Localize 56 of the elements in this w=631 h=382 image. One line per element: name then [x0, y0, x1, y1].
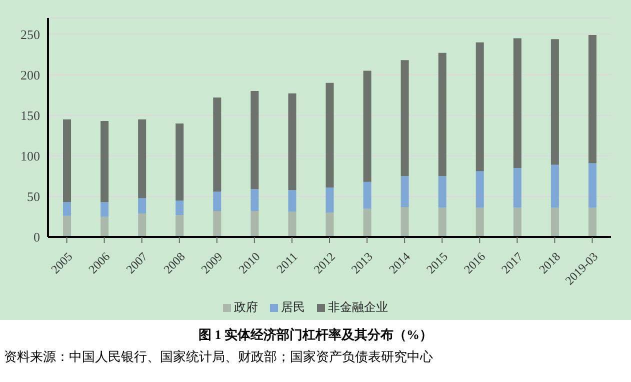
bar [176, 200, 184, 216]
bar [100, 202, 109, 217]
y-tick-label: 0 [34, 230, 40, 245]
bar [213, 211, 222, 237]
bar [438, 52, 446, 176]
bar [550, 39, 559, 165]
bar [288, 212, 296, 237]
bar [176, 215, 184, 237]
y-tick-label: 250 [20, 26, 40, 42]
bar [250, 91, 259, 190]
bar [400, 60, 409, 176]
bar [438, 176, 446, 208]
bar [250, 189, 259, 212]
bar [400, 206, 409, 237]
bar [588, 208, 596, 237]
bar [476, 42, 484, 172]
bar [288, 93, 296, 190]
text: 图 1 实体经济部门杠杆率及其分布（%） [198, 326, 434, 344]
bar [138, 213, 146, 237]
bar [550, 164, 559, 208]
bar [250, 211, 259, 237]
legend-label: 政府 [234, 299, 258, 316]
bar [513, 168, 522, 208]
bar [288, 190, 296, 212]
bar [213, 97, 222, 192]
bar [213, 192, 222, 212]
y-tick-label: 150 [20, 108, 40, 123]
bar [476, 171, 484, 208]
bar [363, 208, 372, 237]
bar [363, 182, 372, 209]
bar [63, 202, 72, 216]
bar [588, 163, 596, 208]
bar [550, 208, 559, 237]
bar [63, 216, 72, 237]
bar [100, 121, 109, 202]
bar [513, 38, 522, 168]
y-tick-label: 200 [20, 67, 40, 82]
y-tick-label: 100 [20, 148, 40, 164]
y-tick-label: 50 [27, 189, 40, 204]
bar [400, 176, 409, 207]
bar [513, 208, 522, 237]
bar [176, 123, 184, 200]
bar [438, 208, 446, 237]
legend-label: 居民 [281, 299, 305, 316]
bar [326, 188, 334, 213]
bar [588, 35, 596, 164]
bar [363, 70, 372, 182]
bar [63, 119, 72, 202]
bar [138, 198, 146, 214]
bar [138, 119, 146, 198]
bar [326, 82, 334, 188]
text: 资料来源：中国人民银行、国家统计局、财政部；国家资产负债表研究中心 [3, 348, 434, 366]
bar [476, 208, 484, 237]
legend-label: 非金融企业 [328, 299, 388, 316]
bar [326, 212, 334, 237]
bar [100, 216, 109, 237]
